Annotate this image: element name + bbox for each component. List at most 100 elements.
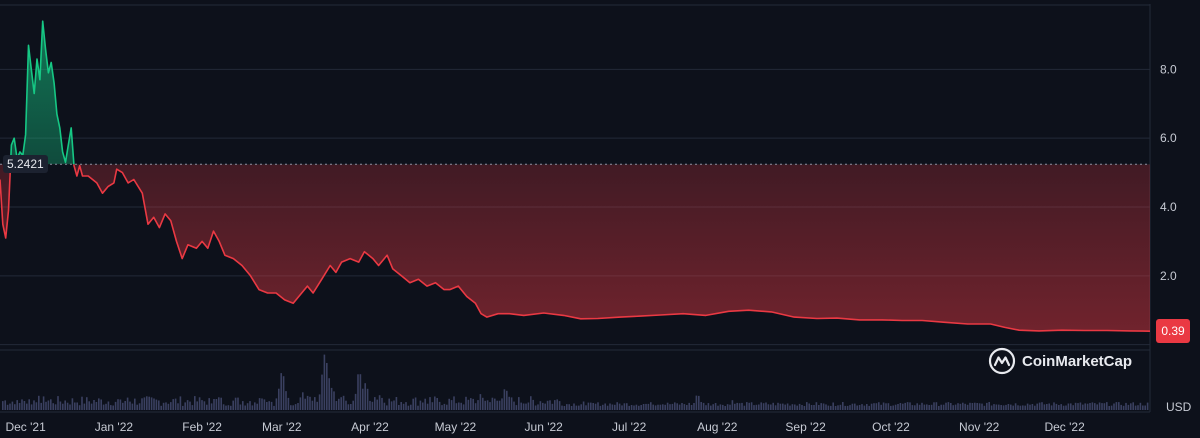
volume-bar xyxy=(587,402,590,410)
price-line-above-reference xyxy=(9,20,75,165)
volume-bar xyxy=(237,397,239,410)
y-tick-label: 4.0 xyxy=(1160,200,1177,214)
volume-bar xyxy=(146,396,148,410)
volume-bar xyxy=(1113,403,1115,410)
volume-bar xyxy=(2,401,4,410)
volume-bar xyxy=(702,402,705,410)
volume-bar xyxy=(364,383,366,410)
volume-bar xyxy=(1022,405,1024,410)
volume-bar xyxy=(213,399,215,410)
volume-bar xyxy=(798,403,801,410)
volume-bar xyxy=(995,404,998,410)
volume-bar xyxy=(789,405,791,410)
volume-bar xyxy=(623,403,626,410)
volume-bar xyxy=(950,403,952,410)
volume-bar xyxy=(134,398,136,410)
volume-bar xyxy=(566,404,568,410)
volume-bar xyxy=(280,373,282,410)
volume-bar xyxy=(602,404,604,410)
volume-bar xyxy=(1115,402,1118,410)
y-tick-label: 2.0 xyxy=(1160,269,1177,283)
volume-bar xyxy=(606,405,609,410)
volume-bar xyxy=(345,400,347,410)
coinmarketcap-watermark: CoinMarketCap xyxy=(988,346,1132,376)
volume-bar xyxy=(410,404,412,410)
volume-bar xyxy=(304,398,306,410)
volume-bar xyxy=(1012,405,1014,410)
volume-bar xyxy=(786,403,789,410)
volume-bar xyxy=(508,396,510,410)
volume-bar xyxy=(33,400,35,410)
volume-bar xyxy=(940,404,942,410)
volume-bar xyxy=(285,391,287,410)
volume-bar xyxy=(681,403,683,410)
volume-bar xyxy=(746,402,748,410)
volume-bar xyxy=(794,404,796,410)
volume-bar xyxy=(875,403,878,410)
volume-bar xyxy=(1014,403,1017,410)
volume-bar xyxy=(74,402,76,410)
volume-bar xyxy=(455,403,458,410)
volume-bar xyxy=(748,402,750,410)
volume-bar xyxy=(1086,403,1089,410)
volume-bar xyxy=(1043,404,1046,410)
volume-bar xyxy=(621,405,623,410)
volume-bar xyxy=(23,401,26,410)
volume-bar xyxy=(405,402,407,410)
volume-bar xyxy=(818,405,820,410)
volume-bar xyxy=(647,403,650,410)
volume-bar xyxy=(774,405,777,410)
volume-bar xyxy=(911,405,914,410)
volume-bar xyxy=(935,402,938,410)
volume-bar xyxy=(887,403,890,410)
volume-bar xyxy=(892,405,894,410)
volume-bar xyxy=(616,402,618,410)
volume-bar xyxy=(148,396,150,410)
volume-bar xyxy=(98,398,100,410)
volume-bar xyxy=(914,405,916,410)
x-tick-label: Jan '22 xyxy=(95,420,134,434)
volume-bar xyxy=(18,403,21,410)
volume-bar xyxy=(117,399,119,410)
volume-bar xyxy=(906,402,909,410)
volume-bar xyxy=(551,403,554,410)
volume-bar xyxy=(40,402,42,410)
volume-bar xyxy=(542,402,544,410)
volume-bar xyxy=(554,400,556,410)
volume-bar xyxy=(758,404,760,410)
volume-bar xyxy=(93,400,95,410)
volume-bar xyxy=(26,403,28,410)
volume-bar xyxy=(832,402,834,410)
volume-bar xyxy=(983,405,986,410)
volume-bar xyxy=(150,397,153,410)
volume-bar xyxy=(501,398,503,410)
volume-bar xyxy=(438,401,441,410)
volume-bar xyxy=(690,405,693,410)
volume-bar xyxy=(820,403,822,410)
volume-bar xyxy=(597,402,599,410)
volume-bar xyxy=(650,402,652,410)
volume-bar xyxy=(330,387,333,410)
volume-bar xyxy=(866,404,868,410)
volume-bar xyxy=(354,393,357,410)
price-line xyxy=(0,20,1151,332)
volume-bar xyxy=(47,400,50,410)
volume-bar xyxy=(282,376,285,410)
coinmarketcap-logo-icon xyxy=(988,347,1016,375)
volume-bar xyxy=(407,405,410,410)
volume-bar xyxy=(124,401,126,410)
volume-bar xyxy=(35,402,38,410)
volume-bar xyxy=(222,404,225,410)
volume-bar xyxy=(64,400,66,410)
volume-bar xyxy=(424,398,426,410)
volume-bar xyxy=(558,401,561,410)
volume-bar xyxy=(1130,403,1132,410)
volume-bar xyxy=(755,404,758,410)
volume-bar xyxy=(443,403,446,410)
volume-bar xyxy=(112,405,114,410)
volume-bar xyxy=(203,401,206,410)
volume-bar xyxy=(638,405,640,410)
volume-bar xyxy=(1144,405,1146,410)
volume-bar xyxy=(971,403,974,410)
volume-bar xyxy=(1125,402,1127,410)
